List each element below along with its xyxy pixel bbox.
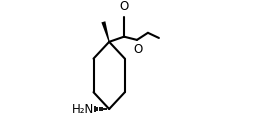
Polygon shape (101, 21, 110, 42)
Text: H₂N: H₂N (72, 102, 94, 116)
Text: O: O (119, 0, 129, 13)
Text: O: O (134, 43, 143, 56)
